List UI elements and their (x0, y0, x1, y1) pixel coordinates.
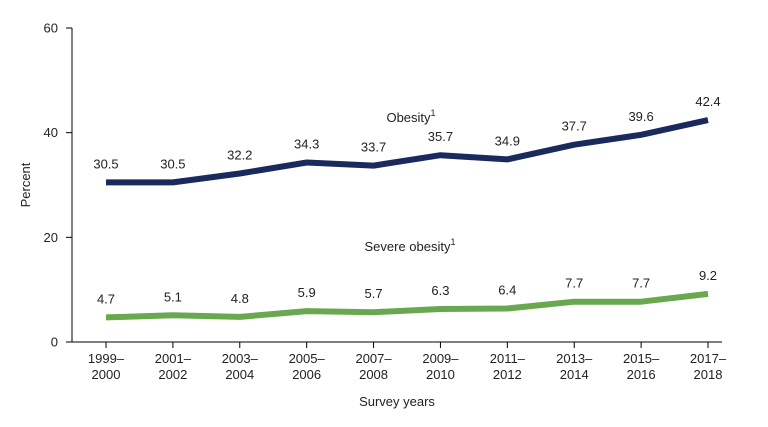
x-tick-label-line: 2010 (426, 367, 455, 382)
series-label: Obesity1 (386, 108, 435, 125)
data-label: 6.4 (498, 283, 516, 298)
series-superscript: 1 (431, 108, 436, 118)
series-name: Severe obesity (364, 239, 450, 254)
x-tick-label-line: 2001– (155, 351, 192, 366)
data-label: 42.4 (695, 94, 720, 109)
x-tick-label: 2011– 2012 (490, 351, 526, 382)
y-axis-label: Percent (18, 162, 33, 207)
x-tick-label: 2009– 2010 (422, 351, 459, 382)
data-label: 4.7 (97, 291, 115, 306)
data-label: 37.7 (562, 119, 587, 134)
y-tick-label: 20 (44, 230, 58, 245)
data-label: 30.5 (160, 156, 185, 171)
data-label: 7.7 (565, 276, 583, 291)
data-label: 9.2 (699, 268, 717, 283)
data-label: 5.1 (164, 289, 182, 304)
data-label: 4.8 (231, 291, 249, 306)
x-tick-label-line: 2013– (556, 351, 593, 366)
series-name: Obesity (386, 110, 431, 125)
x-tick-label-line: 2012 (493, 367, 522, 382)
data-label: 5.9 (298, 285, 316, 300)
x-tick-label-line: 2002 (158, 367, 187, 382)
x-tick-label-line: 2016 (627, 367, 656, 382)
data-label: 7.7 (632, 276, 650, 291)
series-line-severe-obesity (105, 290, 709, 321)
data-labels: 30.5 30.5 32.2 34.3 33.7 35.7 34.9 37.7 39.6 42.4… (93, 94, 720, 306)
series-line-obesity (106, 117, 709, 186)
x-tick-label-line: 2003– (222, 351, 259, 366)
x-tick-label-line: 2004 (225, 367, 254, 382)
data-label: 39.6 (628, 109, 653, 124)
x-tick-label-line: 2011– (490, 351, 526, 366)
x-tick-label-line: 1999– (88, 351, 125, 366)
x-tick-label-line: 2014 (560, 367, 589, 382)
x-tick-label: 2015– 2016 (623, 351, 660, 382)
series-superscript: 1 (450, 237, 455, 247)
y-tick-label: 0 (51, 335, 58, 350)
x-tick-label: 2001– 2002 (155, 351, 192, 382)
x-tick-label-line: 2008 (359, 367, 388, 382)
x-tick-label: 2007– 2008 (355, 351, 392, 382)
data-label: 34.3 (294, 136, 319, 151)
data-label: 35.7 (428, 129, 453, 144)
x-tick-label-line: 2007– (355, 351, 392, 366)
x-axis-label: Survey years (359, 394, 435, 409)
data-label: 32.2 (227, 147, 252, 162)
x-tick-label-line: 2006 (292, 367, 321, 382)
x-tick-label-line: 2018 (694, 367, 723, 382)
data-label: 33.7 (361, 140, 386, 155)
x-tick-label-line: 2000 (92, 367, 121, 382)
data-label: 5.7 (365, 286, 383, 301)
x-tick-label-line: 2009– (422, 351, 459, 366)
x-tick-label-line: 2005– (289, 351, 326, 366)
data-label: 30.5 (93, 156, 118, 171)
x-tick-label: 2005– 2006 (289, 351, 326, 382)
x-tick-label: 1999– 2000 (88, 351, 125, 382)
x-tick-label: 2003– 2004 (222, 351, 259, 382)
data-label: 6.3 (431, 283, 449, 298)
series-label: Severe obesity1 (364, 237, 455, 254)
x-tick-label-line: 2017– (690, 351, 727, 366)
y-tick-label: 60 (44, 21, 58, 36)
series-lines (105, 117, 709, 321)
x-tick-label: 2013– 2014 (556, 351, 593, 382)
y-tick-label: 40 (44, 125, 58, 140)
x-tick-label-line: 2015– (623, 351, 660, 366)
x-tick-label: 2017– 2018 (690, 351, 727, 382)
data-label: 34.9 (495, 133, 520, 148)
